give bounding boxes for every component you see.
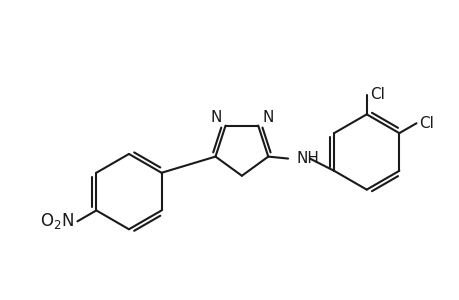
Text: Cl: Cl bbox=[419, 116, 433, 131]
Text: N: N bbox=[262, 110, 273, 124]
Text: NH: NH bbox=[296, 151, 318, 166]
Text: N: N bbox=[210, 110, 221, 124]
Text: Cl: Cl bbox=[369, 87, 384, 102]
Text: $\mathregular{O_2N}$: $\mathregular{O_2N}$ bbox=[40, 211, 74, 231]
